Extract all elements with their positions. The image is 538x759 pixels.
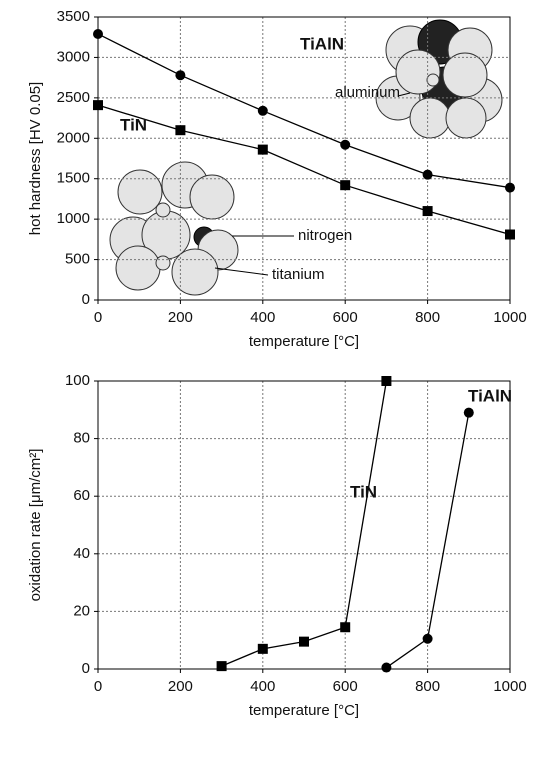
marker (216, 661, 227, 672)
marker (505, 182, 515, 193)
y-tick-label: 1000 (57, 210, 90, 227)
marker (422, 169, 433, 180)
series-line (221, 380, 388, 667)
crystal-illustration-tin (109, 161, 239, 296)
x-axis-label: temperature [°C] (249, 333, 359, 350)
y-tick-label: 2500 (57, 89, 90, 106)
y-tick-label: 100 (65, 372, 90, 389)
y-tick-label: 20 (73, 602, 90, 619)
x-tick-label: 0 (94, 309, 102, 326)
marker (340, 180, 351, 191)
x-tick-label: 200 (168, 309, 193, 326)
marker (463, 407, 474, 418)
y-tick-label: 3500 (57, 8, 90, 25)
x-tick-label: 200 (168, 678, 193, 695)
marker (340, 622, 351, 633)
series-label: TiN (350, 482, 377, 501)
marker (175, 70, 186, 81)
annotation: nitrogen (298, 227, 352, 244)
x-tick-label: 1000 (493, 309, 526, 326)
y-tick-label: 60 (73, 487, 90, 504)
marker (340, 139, 351, 150)
y-tick-label: 500 (65, 251, 90, 268)
x-tick-label: 0 (94, 678, 102, 695)
y-axis-label: hot hardness [HV 0.05] (27, 82, 44, 235)
y-axis-label: oxidation rate [μm/cm²] (27, 449, 44, 602)
annotation: aluminum (335, 84, 400, 101)
marker (381, 376, 392, 386)
y-tick-label: 0 (82, 291, 90, 308)
y-tick-label: 80 (73, 430, 90, 447)
annotation-leader (397, 92, 411, 97)
marker (257, 144, 268, 155)
marker (422, 633, 433, 644)
x-tick-label: 800 (415, 678, 440, 695)
y-tick-label: 0 (82, 660, 90, 677)
marker (299, 636, 309, 647)
series-label: TiAlN (468, 386, 512, 405)
marker (93, 100, 103, 111)
x-tick-label: 600 (333, 678, 358, 695)
x-axis-label: temperature [°C] (249, 702, 359, 719)
y-tick-label: 40 (73, 545, 90, 562)
series-label: TiN (120, 115, 147, 134)
crystal-illustration-tialn (375, 19, 503, 139)
marker (257, 643, 268, 654)
x-tick-label: 600 (333, 309, 358, 326)
annotation-leader (214, 267, 269, 276)
x-tick-label: 400 (250, 309, 275, 326)
series-line (97, 33, 511, 189)
marker (175, 125, 186, 136)
marker (422, 206, 433, 217)
plot-frame (97, 16, 511, 301)
series-label: TiAlN (300, 34, 344, 53)
marker (505, 229, 515, 240)
marker (381, 662, 392, 673)
annotation: titanium (272, 266, 325, 283)
x-tick-label: 800 (415, 309, 440, 326)
marker (93, 28, 103, 39)
x-tick-label: 400 (250, 678, 275, 695)
x-tick-label: 1000 (493, 678, 526, 695)
y-tick-label: 3000 (57, 48, 90, 65)
plot-frame (97, 380, 511, 670)
y-tick-label: 1500 (57, 170, 90, 187)
series-line (97, 104, 511, 236)
marker (257, 105, 268, 116)
y-tick-label: 2000 (57, 129, 90, 146)
